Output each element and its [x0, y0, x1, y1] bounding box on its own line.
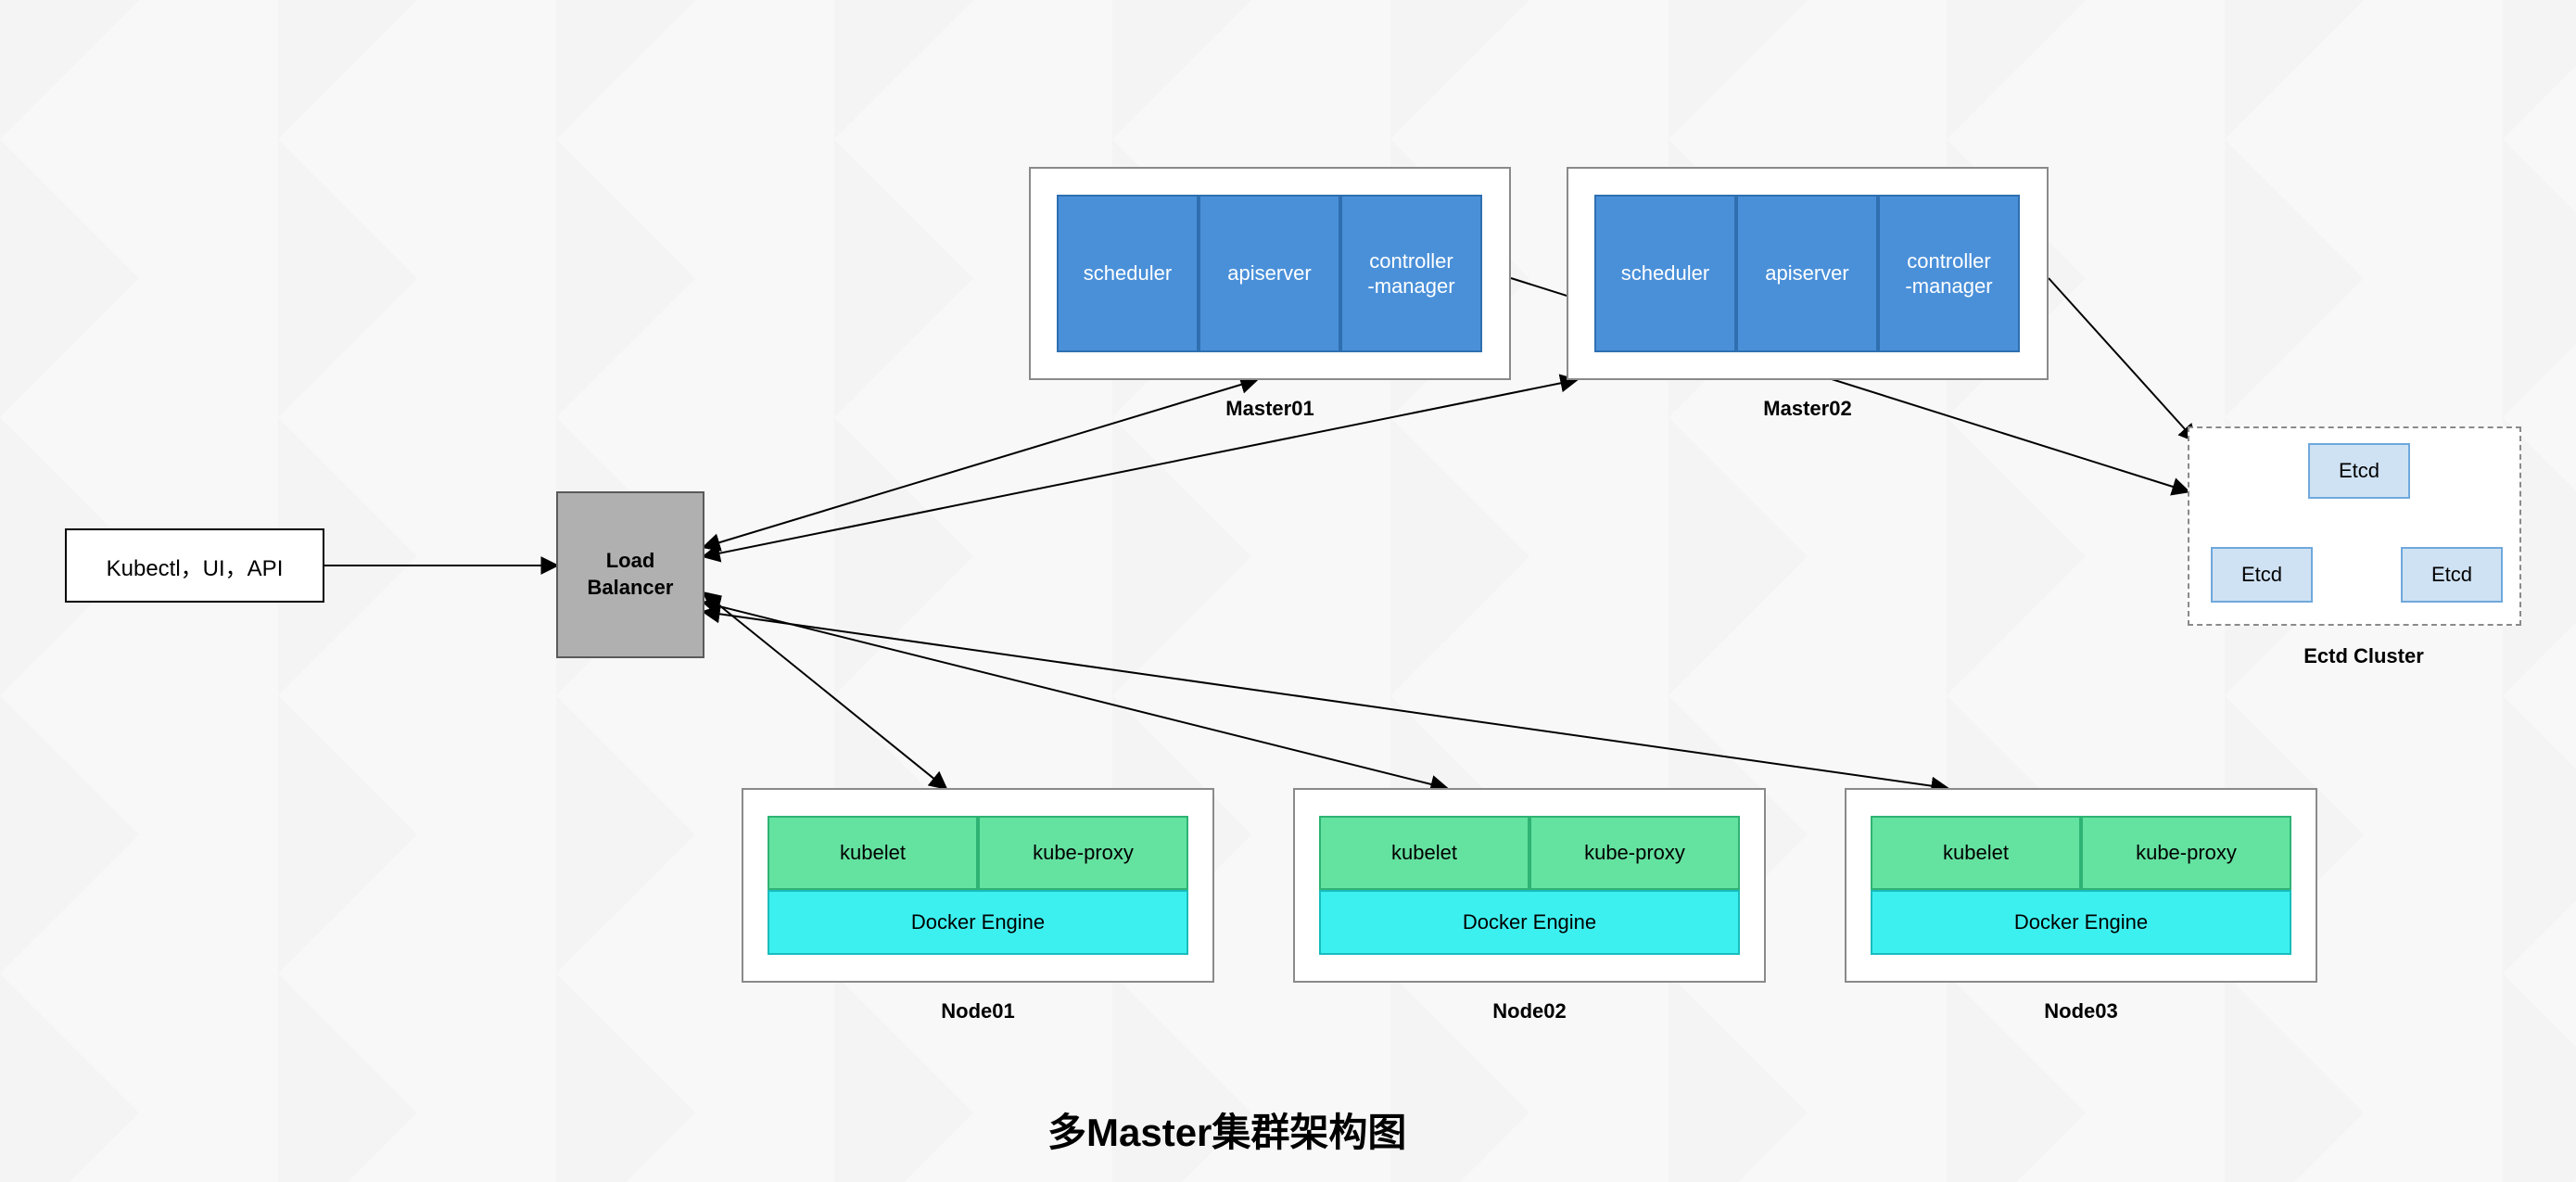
etcd-cluster-label: Ectd Cluster [2271, 644, 2456, 668]
edge-master02-etcd [2049, 278, 2195, 440]
load-balancer-box: LoadBalancer [556, 491, 704, 658]
master0-comp-0: scheduler [1057, 195, 1199, 352]
node2-top-0: kubelet [1871, 816, 2081, 890]
master1-comp-2: controller -manager [1878, 195, 2020, 352]
edge-lb-node03 [704, 612, 1947, 788]
master-label-1: Master02 [1567, 397, 2049, 421]
edge-lb-node02 [704, 603, 1446, 788]
node-label-1: Node02 [1293, 999, 1766, 1023]
lb-label: LoadBalancer [588, 548, 674, 601]
diagram-title: 多Master集群架构图 [1047, 1101, 1406, 1158]
master0-comp-1: apiserver [1199, 195, 1340, 352]
edge-lb-node01 [704, 593, 945, 788]
etcd-right-box: Etcd [2401, 547, 2503, 603]
master1-comp-0: scheduler [1594, 195, 1736, 352]
master-label-0: Master01 [1029, 397, 1511, 421]
node0-bottom: Docker Engine [768, 890, 1188, 955]
node1-top-0: kubelet [1319, 816, 1529, 890]
node-label-0: Node01 [742, 999, 1214, 1023]
node2-top-1: kube-proxy [2081, 816, 2291, 890]
node-label-2: Node03 [1845, 999, 2317, 1023]
node0-top-0: kubelet [768, 816, 978, 890]
etcd-left-box: Etcd [2211, 547, 2313, 603]
node1-top-1: kube-proxy [1529, 816, 1740, 890]
node0-top-1: kube-proxy [978, 816, 1188, 890]
master1-comp-1: apiserver [1736, 195, 1878, 352]
master0-comp-2: controller -manager [1340, 195, 1482, 352]
client-box: Kubectl，UI，API [65, 528, 324, 603]
node2-bottom: Docker Engine [1871, 890, 2291, 955]
node1-bottom: Docker Engine [1319, 890, 1740, 955]
etcd-top-box: Etcd [2308, 443, 2410, 499]
